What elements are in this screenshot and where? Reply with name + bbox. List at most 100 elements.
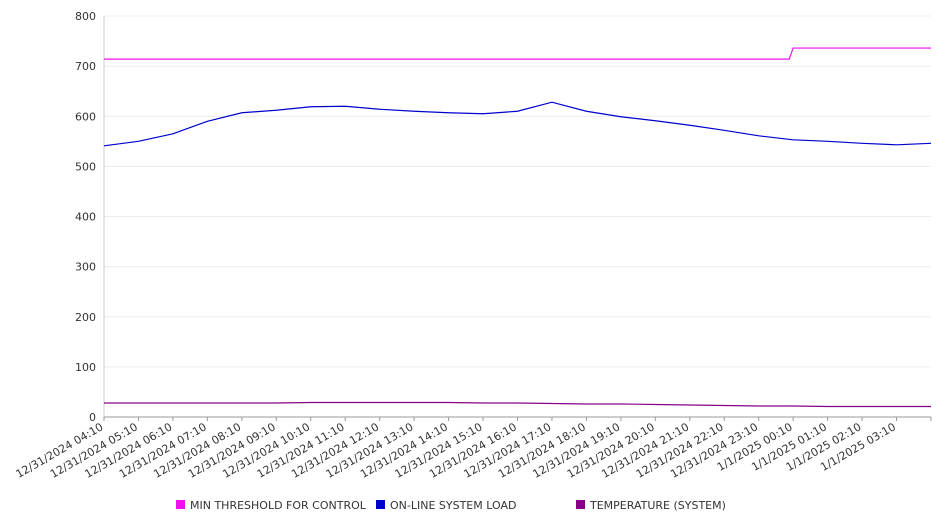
data-point — [344, 401, 347, 404]
legend-swatch — [376, 500, 385, 509]
data-point — [619, 58, 622, 61]
data-point — [275, 109, 278, 112]
data-point — [516, 58, 519, 61]
legend-label: ON-LINE SYSTEM LOAD — [390, 499, 516, 512]
data-point — [206, 58, 209, 61]
legend: MIN THRESHOLD FOR CONTROL ON-LINE SYSTEM … — [176, 499, 726, 512]
y-tick-label: 500 — [75, 160, 96, 173]
data-point — [447, 401, 450, 404]
legend-swatch — [176, 500, 185, 509]
data-point — [275, 401, 278, 404]
data-point — [585, 110, 588, 113]
data-point — [895, 143, 898, 146]
data-point — [103, 58, 106, 61]
data-point — [482, 401, 485, 404]
data-point — [930, 142, 933, 145]
data-point — [619, 402, 622, 405]
data-point — [240, 58, 243, 61]
data-point — [688, 124, 691, 127]
data-point — [688, 403, 691, 406]
data-point — [792, 404, 795, 407]
series-lines — [103, 47, 933, 408]
y-tick-labels: 0 100 200 300 400 500 600 700 800 — [75, 10, 96, 424]
data-point — [275, 58, 278, 61]
series-line-0 — [104, 47, 931, 60]
data-point — [792, 47, 795, 50]
data-point — [413, 110, 416, 113]
data-point — [654, 403, 657, 406]
data-point — [895, 47, 898, 50]
series-line-2 — [104, 401, 931, 408]
data-point — [688, 58, 691, 61]
data-point — [550, 58, 553, 61]
data-point — [103, 144, 106, 147]
data-point — [171, 132, 174, 135]
data-point — [930, 405, 933, 408]
data-point — [103, 401, 106, 404]
data-point — [137, 58, 140, 61]
data-point — [723, 404, 726, 407]
data-point — [206, 120, 209, 123]
data-point — [826, 47, 829, 50]
grid-lines — [104, 15, 931, 368]
data-point — [792, 138, 795, 141]
y-tick-label: 600 — [75, 110, 96, 123]
y-tick-label: 700 — [75, 60, 96, 73]
data-point — [619, 115, 622, 118]
data-point — [516, 110, 519, 113]
data-point — [137, 401, 140, 404]
legend-swatch — [576, 500, 585, 509]
data-point — [861, 47, 864, 50]
data-point — [413, 401, 416, 404]
data-point — [171, 58, 174, 61]
legend-label: TEMPERATURE (SYSTEM) — [589, 499, 726, 512]
y-tick-label: 200 — [75, 311, 96, 324]
y-tick-label: 800 — [75, 10, 96, 23]
data-point — [550, 402, 553, 405]
data-point — [240, 401, 243, 404]
data-point — [861, 405, 864, 408]
data-point — [654, 58, 657, 61]
data-point — [550, 101, 553, 104]
data-point — [344, 105, 347, 108]
data-point — [344, 58, 347, 61]
y-tick-label: 0 — [89, 411, 96, 424]
data-point — [723, 58, 726, 61]
data-point — [930, 47, 933, 50]
data-point — [585, 58, 588, 61]
data-point — [171, 401, 174, 404]
data-point — [413, 58, 416, 61]
data-point — [378, 401, 381, 404]
data-point — [378, 58, 381, 61]
legend-label: MIN THRESHOLD FOR CONTROL — [190, 499, 367, 512]
data-point — [654, 119, 657, 122]
data-point — [585, 402, 588, 405]
data-point — [447, 58, 450, 61]
data-point — [482, 112, 485, 115]
y-tick-label: 300 — [75, 261, 96, 274]
series-line-1 — [103, 101, 932, 147]
data-point — [826, 140, 829, 143]
data-point — [826, 405, 829, 408]
data-point — [137, 140, 140, 143]
data-point — [447, 111, 450, 114]
data-point — [240, 111, 243, 114]
y-tick-label: 100 — [75, 361, 96, 374]
data-point — [723, 129, 726, 132]
data-point — [861, 142, 864, 145]
data-point — [378, 108, 381, 111]
data-point — [516, 401, 519, 404]
data-point — [206, 401, 209, 404]
data-point — [309, 105, 312, 108]
data-point — [309, 401, 312, 404]
data-point — [309, 58, 312, 61]
data-point — [895, 405, 898, 408]
data-point — [482, 58, 485, 61]
data-point — [757, 404, 760, 407]
data-point — [757, 58, 760, 61]
y-tick-label: 400 — [75, 211, 96, 224]
data-point — [757, 134, 760, 137]
